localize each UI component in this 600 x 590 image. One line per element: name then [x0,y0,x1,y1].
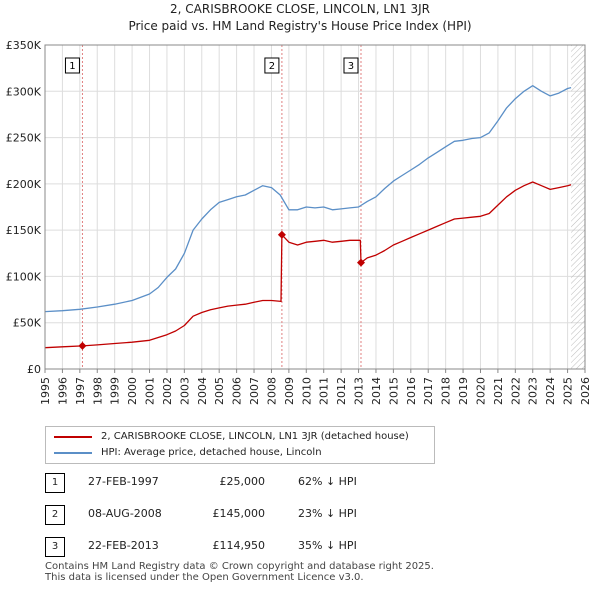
sale-point-marker [277,230,286,239]
sale-point-marker [356,258,365,267]
x-tick-label: 2009 [283,377,296,405]
legend-swatch-price-paid [54,436,92,438]
x-tick-label: 2008 [265,377,278,405]
transaction-label-number: 1 [69,61,75,72]
x-tick-label: 2023 [527,377,540,405]
x-tick-label: 2015 [387,377,400,405]
legend-item-hpi: HPI: Average price, detached house, Linc… [46,445,432,461]
legend-label-hpi: HPI: Average price, detached house, Linc… [101,447,322,458]
price-chart: £0 £50K £100K £150K £200K £250K £300K £350K 1995… [6,39,592,405]
transaction-number-badge: 3 [45,537,65,557]
x-tick-label: 2026 [579,377,592,405]
transaction-hpi-diff: 35% ↓ HPI [298,539,357,552]
x-tick-label: 1995 [39,377,52,405]
chart-title-subtitle: Price paid vs. HM Land Registry's House … [128,19,472,33]
x-tick-label: 2014 [370,377,383,405]
transaction-label-number: 3 [348,61,354,72]
x-tick-label: 2019 [457,377,470,405]
x-tick-label: 2025 [562,377,575,405]
x-tick-label: 2005 [213,377,226,405]
legend-swatch-hpi [54,452,92,454]
footer-line-2: This data is licensed under the Open Gov… [45,572,364,583]
footer-line-1: Contains HM Land Registry data © Crown c… [45,561,434,572]
chart-title-address: 2, CARISBROOKE CLOSE, LINCOLN, LN1 3JR [170,2,430,16]
transaction-hpi-diff: 62% ↓ HPI [298,475,357,488]
x-tick-label: 2021 [492,377,505,405]
x-tick-label: 2007 [248,377,261,405]
transaction-price: £25,000 [219,475,266,488]
x-tick-label: 2016 [405,377,418,405]
x-tick-label: 2000 [126,377,139,405]
hpi-series-line [44,85,572,313]
forecast-hatch-area [571,45,585,369]
transaction-label-box [264,57,280,74]
x-tick-label: 2017 [422,377,435,405]
y-tick-label: £100K [6,270,42,283]
x-tick-label: 2013 [353,377,366,405]
transaction-number-badge: 2 [45,505,65,525]
x-tick-label: 2012 [335,377,348,405]
sale-point-marker [78,341,87,350]
y-tick-label: £200K [6,178,42,191]
transaction-date: 22-FEB-2013 [88,539,159,552]
legend-item-price-paid: 2, CARISBROOKE CLOSE, LINCOLN, LN1 3JR (… [46,429,432,445]
transaction-date: 27-FEB-1997 [88,475,159,488]
transaction-number-badge: 1 [45,473,65,493]
transaction-row: 2 08-AUG-2008 £145,000 23% ↓ HPI [0,505,600,525]
x-tick-label: 2018 [440,377,453,405]
x-tick-label: 2024 [544,377,557,405]
legend-label-price-paid: 2, CARISBROOKE CLOSE, LINCOLN, LN1 3JR (… [101,431,409,442]
transaction-date: 08-AUG-2008 [88,507,162,520]
y-tick-label: £150K [6,224,42,237]
transaction-row: 3 22-FEB-2013 £114,950 35% ↓ HPI [0,537,600,557]
transaction-label-number: 2 [269,61,275,72]
transaction-hpi-diff: 23% ↓ HPI [298,507,357,520]
y-tick-label: £0 [27,363,41,376]
x-tick-label: 2002 [161,377,174,405]
plot-frame [44,44,586,370]
x-tick-label: 2001 [144,377,157,405]
x-tick-label: 1997 [74,377,87,405]
x-tick-label: 2011 [318,377,331,405]
transaction-price: £114,950 [212,539,266,552]
x-tick-label: 2003 [178,377,191,405]
plot-area [45,45,585,369]
y-tick-label: £250K [6,132,42,145]
price-paid-series-line [44,181,572,349]
x-tick-label: 2020 [474,377,487,405]
y-tick-label: £50K [13,317,42,330]
x-tick-label: 2022 [509,377,522,405]
transaction-label-box [343,57,359,74]
x-tick-label: 1998 [91,377,104,405]
x-tick-label: 2010 [300,377,313,405]
transaction-label-box [64,57,80,74]
y-tick-label: £350K [6,39,42,52]
x-tick-label: 2006 [231,377,244,405]
x-tick-label: 2004 [196,377,209,405]
y-tick-label: £300K [6,85,42,98]
footer-copyright: Contains HM Land Registry data © Crown c… [45,561,434,583]
x-tick-label: 1999 [109,377,122,405]
transaction-row: 1 27-FEB-1997 £25,000 62% ↓ HPI [0,473,600,493]
x-tick-label: 1996 [56,377,69,405]
chart-legend: 2, CARISBROOKE CLOSE, LINCOLN, LN1 3JR (… [45,426,435,464]
transaction-price: £145,000 [212,507,266,520]
